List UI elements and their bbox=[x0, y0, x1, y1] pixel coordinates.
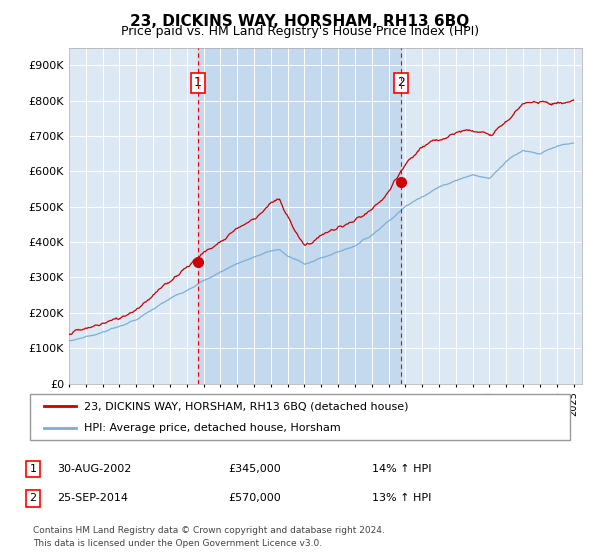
Text: 1: 1 bbox=[29, 464, 37, 474]
FancyBboxPatch shape bbox=[30, 394, 570, 440]
Text: 2: 2 bbox=[29, 493, 37, 503]
Text: £570,000: £570,000 bbox=[228, 493, 281, 503]
Text: 30-AUG-2002: 30-AUG-2002 bbox=[57, 464, 131, 474]
Text: This data is licensed under the Open Government Licence v3.0.: This data is licensed under the Open Gov… bbox=[33, 539, 322, 548]
Text: 25-SEP-2014: 25-SEP-2014 bbox=[57, 493, 128, 503]
Bar bbox=[198, 48, 401, 384]
Text: 14% ↑ HPI: 14% ↑ HPI bbox=[372, 464, 431, 474]
Text: Price paid vs. HM Land Registry's House Price Index (HPI): Price paid vs. HM Land Registry's House … bbox=[121, 25, 479, 38]
Text: 2: 2 bbox=[397, 76, 405, 90]
Text: 1: 1 bbox=[194, 76, 202, 90]
Text: 13% ↑ HPI: 13% ↑ HPI bbox=[372, 493, 431, 503]
Text: HPI: Average price, detached house, Horsham: HPI: Average price, detached house, Hors… bbox=[84, 423, 341, 433]
Text: Contains HM Land Registry data © Crown copyright and database right 2024.: Contains HM Land Registry data © Crown c… bbox=[33, 526, 385, 535]
Text: 23, DICKINS WAY, HORSHAM, RH13 6BQ (detached house): 23, DICKINS WAY, HORSHAM, RH13 6BQ (deta… bbox=[84, 401, 409, 411]
Text: £345,000: £345,000 bbox=[228, 464, 281, 474]
Text: 23, DICKINS WAY, HORSHAM, RH13 6BQ: 23, DICKINS WAY, HORSHAM, RH13 6BQ bbox=[130, 14, 470, 29]
